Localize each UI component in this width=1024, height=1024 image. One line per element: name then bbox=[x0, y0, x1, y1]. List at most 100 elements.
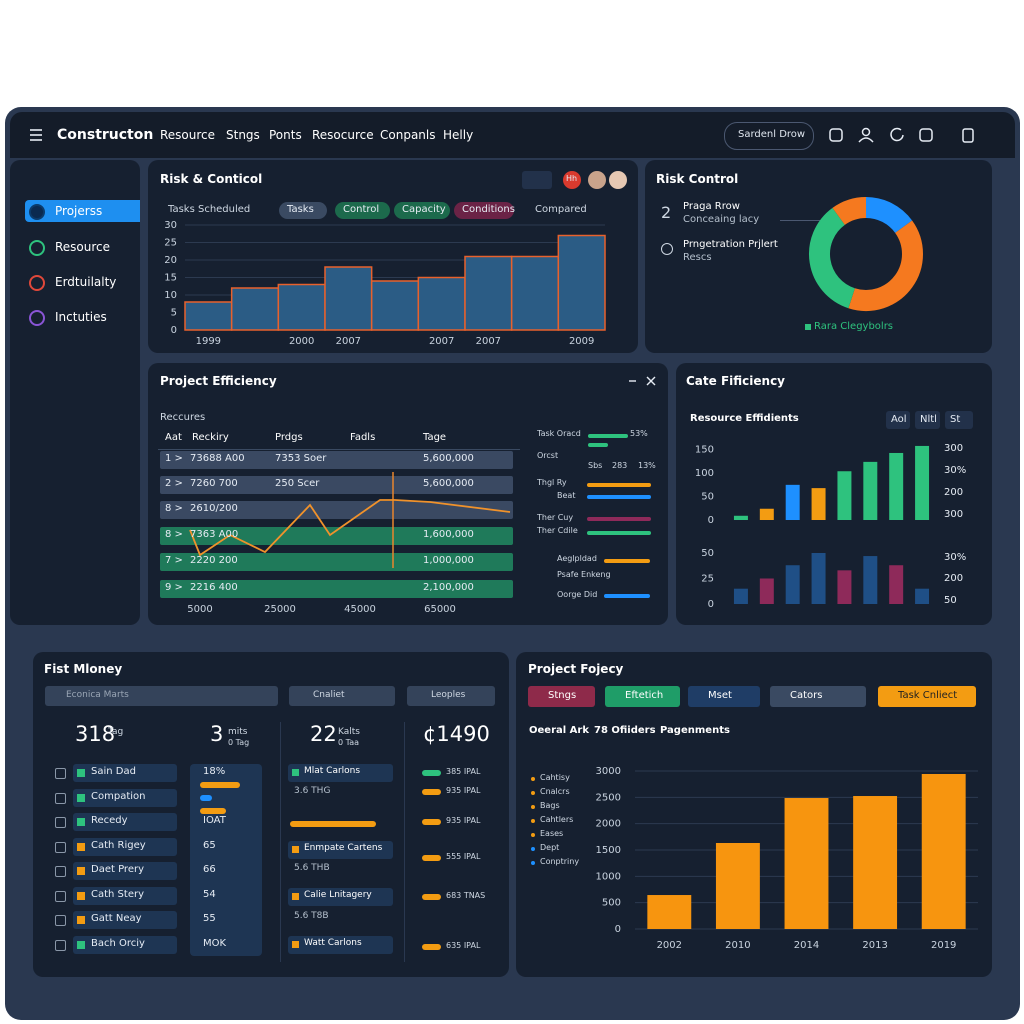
search-box[interactable] bbox=[724, 122, 814, 150]
x-tick-label: 65000 bbox=[424, 604, 456, 615]
chip-label[interactable]: Capacity bbox=[402, 204, 446, 215]
filter-button[interactable] bbox=[688, 686, 760, 707]
toggle-button[interactable] bbox=[915, 411, 940, 429]
step-number: 2 bbox=[661, 203, 672, 222]
table-cell: 73688 A00 bbox=[190, 453, 245, 464]
filter-button[interactable] bbox=[528, 686, 595, 707]
search-box[interactable] bbox=[45, 686, 278, 706]
bar bbox=[811, 488, 826, 520]
button-label[interactable]: Mset bbox=[708, 690, 732, 701]
range-select[interactable] bbox=[522, 171, 552, 189]
filter-button[interactable] bbox=[770, 686, 866, 707]
sidebar-item[interactable]: Resource bbox=[55, 240, 111, 254]
carton-label: 5.6 THB bbox=[294, 863, 330, 873]
table-cell: 7260 700 bbox=[190, 478, 238, 489]
list-label: Cahtlers bbox=[540, 815, 574, 824]
ipal-bar bbox=[422, 819, 441, 825]
nav-item[interactable]: Ponts bbox=[269, 128, 302, 142]
chip[interactable] bbox=[394, 202, 450, 219]
side-label: Orcst bbox=[537, 451, 559, 460]
tab[interactable]: 78 Ofiiders bbox=[594, 725, 656, 736]
side-label: Ther Cdile bbox=[537, 526, 578, 535]
badge bbox=[563, 171, 581, 189]
sidebar-item[interactable]: Projerss bbox=[55, 204, 103, 218]
avatar bbox=[609, 171, 627, 189]
header-icons[interactable] bbox=[829, 127, 974, 143]
dropdown[interactable] bbox=[407, 686, 495, 706]
bar bbox=[784, 798, 829, 929]
toggle-label[interactable]: Nltl bbox=[920, 414, 937, 425]
divider bbox=[280, 722, 281, 962]
chip-label[interactable]: Conditions bbox=[462, 204, 515, 215]
tab[interactable]: Oeeral Ark bbox=[529, 725, 589, 736]
button-label[interactable]: Stngs bbox=[548, 690, 577, 701]
y-tick-label: 3000 bbox=[596, 766, 621, 777]
ipal-label: 935 IPAL bbox=[446, 786, 481, 795]
divider bbox=[780, 220, 822, 221]
name-swatch bbox=[77, 892, 85, 900]
chip-label[interactable]: Control bbox=[343, 204, 380, 215]
table-cell: 2216 400 bbox=[190, 582, 238, 593]
button-label[interactable]: Eftetich bbox=[625, 690, 664, 701]
bar bbox=[647, 895, 692, 929]
nav-item[interactable]: Conpanls bbox=[380, 128, 436, 142]
toggle-label[interactable]: St bbox=[950, 414, 961, 425]
column-header: Reckiry bbox=[192, 432, 229, 443]
name-label: Gatt Neay bbox=[91, 913, 142, 924]
tab[interactable]: Pagenments bbox=[660, 725, 730, 736]
name-pill bbox=[73, 887, 177, 905]
button-label[interactable]: Cators bbox=[790, 690, 823, 701]
search-text[interactable]: Sardenl Drow bbox=[738, 129, 806, 140]
side-label: Beat bbox=[557, 491, 576, 500]
y-tick-label: 25 bbox=[164, 238, 177, 249]
carton-label: Enmpate Cartens bbox=[304, 843, 383, 853]
table-row bbox=[160, 580, 513, 598]
list-dot bbox=[531, 805, 535, 809]
x-tick-label: 2007 bbox=[476, 336, 501, 347]
y-tick-label: 2500 bbox=[596, 792, 621, 803]
toggle-label[interactable]: Aol bbox=[891, 414, 907, 425]
toggle-button[interactable] bbox=[945, 411, 973, 429]
metric-label: MOK bbox=[203, 938, 227, 949]
bar bbox=[785, 484, 800, 520]
x-tick-label: 2013 bbox=[862, 940, 887, 951]
name-pill bbox=[73, 764, 177, 782]
list-label: Eases bbox=[540, 829, 564, 838]
bar bbox=[277, 283, 326, 331]
ipal-label: 935 IPAL bbox=[446, 816, 481, 825]
menu-icon[interactable] bbox=[30, 129, 42, 141]
y-tick-label: 150 bbox=[695, 445, 714, 456]
y-tick-label: 0 bbox=[171, 325, 177, 336]
nav-item[interactable]: Helly bbox=[443, 128, 474, 142]
nav-item[interactable]: Stngs bbox=[226, 128, 260, 142]
filter-button[interactable] bbox=[605, 686, 680, 707]
name-label: Cath Stery bbox=[91, 889, 144, 900]
nav-item[interactable]: Resource bbox=[160, 128, 216, 142]
chip-label[interactable]: Tasks bbox=[287, 204, 314, 215]
sidebar-item[interactable]: Inctuties bbox=[55, 310, 107, 324]
bar bbox=[715, 842, 760, 929]
toggle-button[interactable] bbox=[886, 411, 910, 429]
ipal-bar bbox=[422, 894, 441, 900]
dropdown[interactable] bbox=[289, 686, 395, 706]
ipal-bar bbox=[422, 944, 441, 950]
sidebar-item[interactable]: Erdtuilalty bbox=[55, 275, 117, 289]
window-controls[interactable] bbox=[629, 376, 656, 386]
x-tick-label: 5000 bbox=[187, 604, 212, 615]
filter-button[interactable] bbox=[878, 686, 976, 707]
chip[interactable] bbox=[279, 202, 327, 219]
search-text[interactable]: Econica Marts bbox=[66, 690, 129, 700]
dropdown-label[interactable]: Cnaliet bbox=[313, 690, 345, 700]
nav-item[interactable]: Resocurce bbox=[312, 128, 374, 142]
table-cell: 1 > bbox=[165, 453, 183, 464]
right-axis-label: 200 bbox=[944, 573, 964, 584]
list-label: Conptriny bbox=[540, 857, 580, 866]
y-tick-label: 2000 bbox=[596, 819, 621, 830]
metric-label: 66 bbox=[203, 864, 216, 875]
right-axis-label: 300 bbox=[944, 443, 964, 454]
button-label[interactable]: Task Cnliect bbox=[898, 690, 958, 701]
chip[interactable] bbox=[454, 202, 514, 219]
chip[interactable] bbox=[335, 202, 390, 219]
dropdown-label[interactable]: Leoples bbox=[431, 690, 466, 700]
